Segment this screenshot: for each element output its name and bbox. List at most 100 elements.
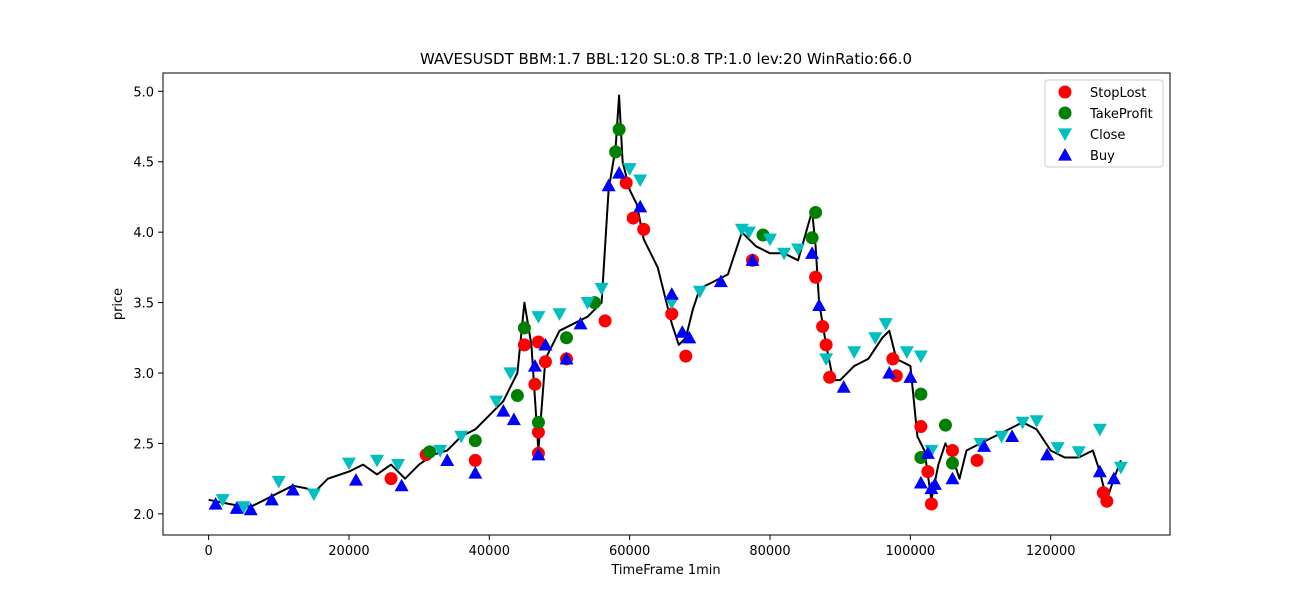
- buy-marker: [229, 501, 244, 514]
- buy-marker: [468, 466, 483, 479]
- takeprofit-marker: [914, 387, 928, 401]
- stoplost-marker: [886, 352, 900, 366]
- close-marker: [552, 308, 567, 321]
- legend-label: StopLost: [1090, 86, 1146, 101]
- takeprofit-marker: [938, 418, 952, 432]
- close-marker: [847, 346, 862, 359]
- close-marker: [1029, 415, 1044, 428]
- takeprofit-marker: [468, 434, 482, 448]
- buy-marker: [920, 446, 935, 459]
- close-marker: [1071, 446, 1086, 459]
- plot-area: [208, 94, 1128, 516]
- close-marker: [271, 475, 286, 489]
- buy-marker: [527, 358, 542, 372]
- x-tick-label: 80000: [749, 544, 790, 559]
- x-axis: 0 20000 40000 60000 80000 100000 120000: [204, 535, 1076, 559]
- legend-stoplost-marker: [1058, 85, 1072, 99]
- close-marker: [1015, 416, 1030, 430]
- x-tick-label: 40000: [469, 544, 510, 559]
- takeprofit-marker: [609, 145, 623, 159]
- buy-marker: [977, 439, 992, 452]
- legend: StopLost TakeProfit Close Buy: [1044, 79, 1164, 168]
- close-marker: [763, 233, 778, 247]
- stoplost-marker: [679, 349, 693, 363]
- stoplost-marker: [921, 465, 935, 479]
- legend-box: [1044, 79, 1164, 168]
- stoplost-marker: [665, 307, 679, 321]
- y-tick-label: 4.5: [133, 156, 154, 171]
- takeprofit-marker: [531, 415, 545, 429]
- legend-close-marker: [1058, 128, 1072, 141]
- close-marker: [391, 458, 406, 472]
- y-tick-label: 4.0: [133, 226, 154, 241]
- close-marker: [306, 488, 321, 502]
- stoplost-marker: [384, 472, 398, 486]
- legend-label: Buy: [1090, 149, 1115, 164]
- close-marker: [580, 296, 595, 310]
- stoplost-marker: [823, 370, 837, 384]
- stoplost-marker: [809, 270, 823, 284]
- stoplost-marker: [914, 420, 928, 434]
- buy-marker: [285, 482, 300, 496]
- close-marker: [777, 247, 792, 261]
- legend-label: TakeProfit: [1089, 107, 1153, 122]
- close-marker: [489, 395, 504, 409]
- stoplost-marker: [637, 222, 651, 236]
- buy-marker: [394, 478, 409, 492]
- buy-marker: [903, 370, 918, 383]
- x-axis-label: TimeFrame 1min: [610, 563, 720, 578]
- stoplost-marker: [626, 211, 640, 225]
- close-marker: [1050, 442, 1065, 455]
- stoplost-marker: [528, 377, 542, 391]
- legend-takeprofit-marker: [1058, 106, 1072, 120]
- takeprofit-marker: [510, 389, 524, 403]
- takeprofit-marker: [945, 456, 959, 470]
- buy-marker: [440, 453, 455, 466]
- stoplost-marker: [970, 453, 984, 467]
- buy-marker: [675, 325, 690, 338]
- buy-marker: [633, 199, 648, 213]
- buy-marker: [927, 477, 942, 490]
- close-marker: [370, 454, 385, 468]
- stoplost-marker: [924, 497, 938, 511]
- buy-marker: [913, 475, 928, 489]
- buy-marker: [812, 298, 827, 312]
- buy-marker: [559, 351, 574, 365]
- takeprofit-marker: [423, 445, 437, 459]
- legend-label: Close: [1090, 128, 1125, 143]
- y-tick-label: 5.0: [133, 85, 154, 100]
- x-tick-label: 60000: [609, 544, 650, 559]
- close-marker: [1113, 461, 1128, 475]
- stoplost-marker: [819, 338, 833, 352]
- buy-marker: [882, 366, 897, 379]
- stoplost-marker: [538, 355, 552, 369]
- y-axis: 2.0 2.5 3.0 3.5 4.0 4.5 5.0: [133, 85, 163, 523]
- x-tick-label: 20000: [328, 544, 369, 559]
- x-tick-label: 0: [204, 544, 212, 559]
- close-marker: [791, 243, 806, 257]
- stoplost-marker: [945, 443, 959, 457]
- buy-marker: [538, 337, 553, 351]
- close-marker: [741, 226, 756, 240]
- y-tick-label: 3.5: [133, 297, 154, 312]
- x-tick-label: 120000: [1026, 544, 1076, 559]
- buy-marker: [682, 330, 697, 344]
- x-tick-label: 100000: [886, 544, 936, 559]
- stoplost-marker: [816, 320, 830, 334]
- takeprofit-marker: [517, 321, 531, 335]
- close-marker: [899, 346, 914, 359]
- close-marker: [622, 163, 637, 176]
- buy-marker: [713, 274, 728, 288]
- buy-marker: [243, 502, 258, 516]
- close-marker: [236, 501, 251, 514]
- buy-marker: [1005, 429, 1020, 443]
- close-marker: [664, 296, 679, 310]
- buy-marker: [531, 447, 546, 461]
- close-marker: [692, 285, 707, 299]
- takeprofit-marker: [560, 331, 574, 345]
- stoplost-marker: [619, 176, 633, 190]
- takeprofit-marker: [612, 122, 626, 136]
- buy-marker: [208, 497, 223, 510]
- chart-title: WAVESUSDT BBM:1.7 BBL:120 SL:0.8 TP:1.0 …: [420, 50, 912, 68]
